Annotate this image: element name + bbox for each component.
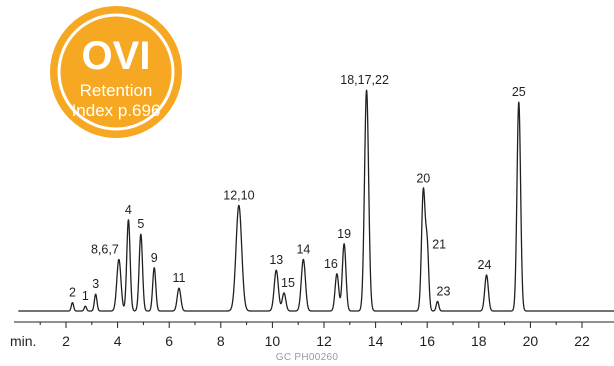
peak-label: 24 (478, 258, 492, 272)
x-axis-unit: min. (10, 333, 36, 349)
badge-circle (50, 6, 182, 138)
badge-title: OVI (82, 34, 151, 78)
peak-label: 25 (512, 85, 526, 99)
ovi-badge: OVI Retention Index p.696 (50, 6, 182, 138)
x-tick-label: 12 (316, 333, 332, 349)
x-tick-label: 8 (217, 333, 225, 349)
peak-label: 20 (416, 171, 430, 185)
peak-label: 13 (269, 253, 283, 267)
peak-label: 16 (324, 257, 338, 271)
x-tick-label: 4 (114, 333, 122, 349)
badge-line-2: Index p.696 (72, 101, 161, 120)
peak-label: 19 (337, 227, 351, 241)
x-tick-label: 22 (574, 333, 590, 349)
x-tick-label: 16 (419, 333, 435, 349)
peak-label: 15 (281, 276, 295, 290)
badge-ring (57, 13, 175, 131)
peak-label: 5 (137, 217, 144, 231)
x-tick-label: 14 (368, 333, 384, 349)
peak-label: 4 (125, 203, 132, 217)
peak-label: 12,10 (223, 188, 254, 202)
peak-labels: 2 138,6,74591112,10131514161918,17,222021… (69, 73, 526, 303)
x-tick-label: 20 (523, 333, 539, 349)
x-tick-label: 2 (62, 333, 70, 349)
peak-label: 3 (92, 277, 99, 291)
badge-line-1: Retention (80, 81, 153, 100)
x-tick-label: 18 (471, 333, 487, 349)
peak-label: 8,6,7 (91, 242, 119, 256)
x-axis-ticks: 2 4 6 8 10 12 14 16 18 20 22 (39, 322, 590, 349)
peak-label: 1 (82, 289, 89, 303)
peak-label: 9 (151, 251, 158, 265)
peak-label: 21 (432, 238, 446, 252)
figure-caption: GC PH00260 (276, 352, 339, 363)
peak-label: 14 (296, 242, 310, 256)
chromatogram-trace (17, 89, 614, 312)
peak-label: 18,17,22 (340, 73, 389, 87)
peak-label: 11 (173, 271, 186, 285)
peak-label: 23 (437, 284, 451, 298)
x-tick-label: 10 (265, 333, 281, 349)
x-tick-label: 6 (165, 333, 173, 349)
peak-label: 2 (69, 286, 76, 300)
